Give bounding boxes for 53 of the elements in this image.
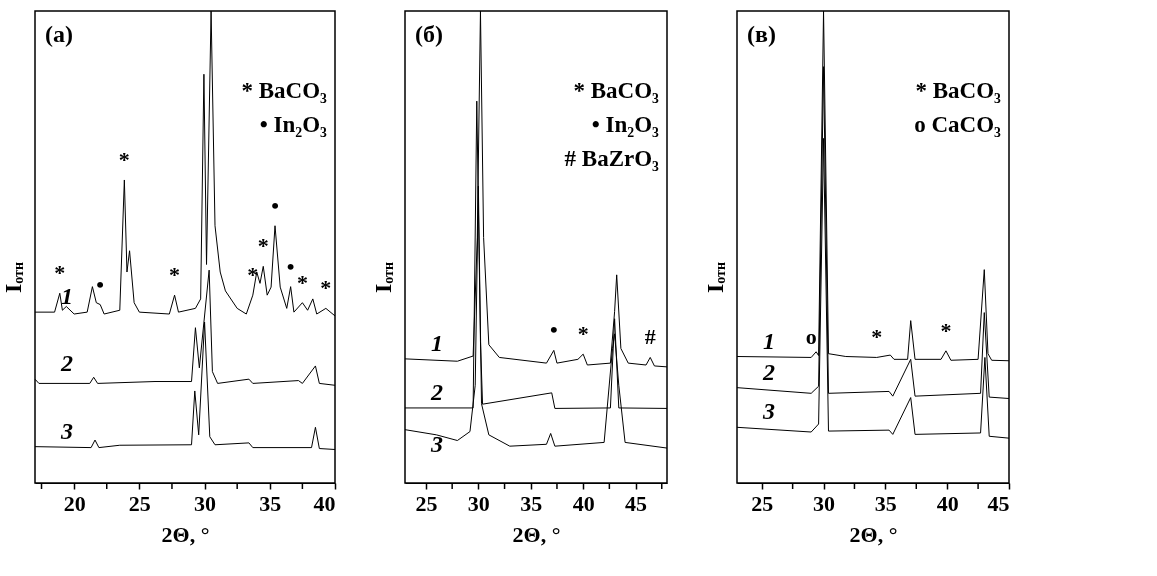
annotation: • In₂O₃	[259, 112, 328, 138]
x-axis-title: 2Θ, °	[512, 521, 561, 547]
annotation: *	[320, 275, 332, 301]
annotation: * BaCO₃	[241, 78, 328, 104]
series-label: 3	[762, 398, 775, 425]
x-tick-label: 45	[625, 490, 648, 516]
annotation: # BaZrO₃	[564, 146, 660, 172]
annotation: *	[257, 233, 269, 259]
x-tick-label: 30	[467, 490, 490, 516]
annotation: •	[286, 253, 295, 279]
x-tick-label: 25	[415, 490, 438, 516]
x-tick-label: 40	[572, 490, 595, 516]
annotation: * BaCO₃	[573, 78, 660, 104]
annotation: *	[296, 269, 308, 295]
x-tick-label: 25	[128, 490, 151, 516]
x-tick-label: 30	[813, 490, 836, 516]
series-label: 1	[431, 329, 443, 356]
series-label: 3	[430, 430, 443, 457]
x-tick-label: 40	[313, 490, 336, 516]
annotation: •	[271, 192, 279, 218]
annotation: • In₂O₃	[591, 112, 660, 138]
chart-title: (а)	[45, 21, 73, 47]
x-tick-label: 35	[520, 490, 543, 516]
series-label: 3	[60, 417, 73, 444]
chart-title: (в)	[747, 21, 776, 47]
x-tick-label: 20	[63, 490, 86, 516]
x-tick-label: 25	[751, 490, 774, 516]
annotation: *	[871, 324, 883, 350]
series-label: 2	[60, 350, 73, 377]
x-tick-label: 35	[259, 490, 282, 516]
series-label: 2	[762, 358, 775, 385]
x-tick-label: 40	[936, 490, 959, 516]
series-label: 2	[430, 378, 443, 405]
x-tick-label: 30	[194, 490, 217, 516]
x-axis-title: 2Θ, °	[849, 521, 898, 547]
annotation: •	[96, 271, 105, 297]
annotation: * BaCO₃	[915, 78, 1002, 104]
annotation: *	[118, 146, 130, 172]
x-axis-title: 2Θ, °	[161, 521, 210, 547]
annotation: *	[54, 260, 66, 286]
annotation: *	[577, 321, 589, 347]
annotation: *	[940, 317, 952, 343]
annotation: o	[805, 324, 817, 350]
series-label: 1	[61, 283, 73, 310]
series-label: 1	[763, 327, 775, 354]
x-tick-label: 45	[987, 490, 1010, 516]
annotation: #	[644, 324, 656, 350]
x-tick-label: 35	[874, 490, 897, 516]
annotation: *	[169, 262, 181, 288]
chart-title: (б)	[415, 21, 443, 47]
annotation: *	[247, 262, 259, 288]
annotation: o CaCO₃	[914, 112, 1002, 138]
annotation: •	[549, 317, 558, 343]
